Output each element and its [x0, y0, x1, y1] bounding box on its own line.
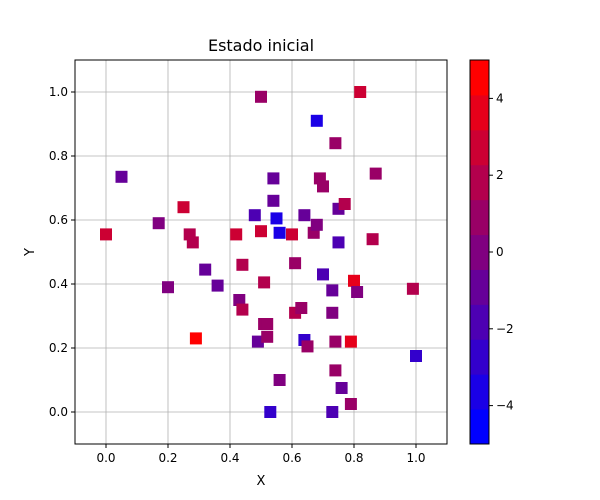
scatter-point [310, 218, 323, 231]
scatter-point [366, 233, 379, 246]
scatter-point [326, 306, 339, 319]
y-axis-ticks: 0.0 0.2 0.4 0.6 0.8 1.0 [49, 85, 75, 419]
scatter-point [230, 228, 243, 241]
colorbar-segment [470, 269, 489, 305]
scatter-point [199, 263, 212, 276]
colorbar-segment [470, 374, 489, 410]
scatter-point [354, 86, 367, 98]
scatter-point [344, 335, 357, 348]
scatter-point [295, 302, 308, 314]
scatter-point [261, 330, 274, 343]
scatter-point [258, 276, 271, 289]
scatter-point [326, 406, 339, 418]
scatter-point [273, 374, 286, 386]
colorbar-ticks: −4 −2 0 2 4 [489, 91, 514, 413]
scatter-point [236, 258, 249, 271]
scatter-point [317, 180, 329, 193]
x-axis-label: X [257, 474, 266, 489]
x-tick-label: 0.0 [96, 451, 115, 465]
scatter-point [351, 286, 364, 298]
x-tick-label: 1.0 [406, 451, 425, 465]
scatter-point [298, 209, 311, 222]
scatter-point [100, 228, 112, 241]
x-axis-ticks: 0.0 0.2 0.4 0.6 0.8 1.0 [96, 444, 426, 465]
scatter-point [310, 114, 323, 127]
scatter-point [286, 228, 298, 241]
scatter-point [115, 170, 128, 183]
colorbar-tick-label: −2 [496, 322, 514, 336]
colorbar-tick-label: 2 [496, 168, 504, 182]
y-tick-label: 0.2 [49, 341, 68, 355]
scatter-point [301, 340, 314, 353]
colorbar-tick-label: −4 [496, 399, 514, 413]
colorbar-segment [470, 304, 489, 340]
scatter-point [251, 335, 264, 348]
scatter-points [100, 86, 422, 418]
colorbar-segment [470, 409, 489, 445]
scatter-point [335, 382, 348, 394]
scatter-point [326, 284, 339, 297]
scatter-point [236, 303, 249, 316]
x-tick-label: 0.6 [282, 451, 301, 465]
scatter-point [317, 268, 329, 281]
colorbar-segment [470, 234, 489, 270]
scatter-point [267, 194, 280, 207]
scatter-point [369, 167, 382, 180]
scatter-point [233, 294, 246, 306]
colorbar-tick-label: 4 [496, 91, 504, 105]
scatter-point [410, 350, 422, 362]
scatter-point [261, 318, 274, 330]
y-tick-label: 0.6 [49, 213, 68, 227]
scatter-point [186, 236, 199, 249]
scatter-point [329, 364, 342, 377]
y-tick-label: 0.8 [49, 149, 68, 163]
scatter-point [348, 274, 360, 287]
x-tick-label: 0.4 [220, 451, 239, 465]
colorbar-segment [470, 94, 489, 131]
scatter-point [338, 198, 351, 210]
scatter-point [267, 172, 280, 185]
scatter-point [211, 279, 224, 292]
colorbar-segment [470, 60, 489, 96]
scatter-point [406, 282, 419, 295]
y-tick-label: 0.4 [49, 277, 68, 291]
scatter-point [177, 201, 190, 214]
y-tick-label: 0.0 [49, 405, 68, 419]
colorbar-segment [470, 164, 489, 201]
x-tick-label: 0.8 [344, 451, 363, 465]
scatter-point [264, 406, 277, 418]
y-tick-label: 1.0 [49, 85, 68, 99]
scatter-point [248, 209, 261, 222]
scatter-point [344, 398, 357, 410]
colorbar-segment [470, 129, 489, 166]
scatter-point [273, 226, 286, 239]
scatter-point [152, 217, 165, 230]
plot-frame [74, 59, 448, 445]
scatter-point [162, 281, 174, 294]
x-tick-label: 0.2 [158, 451, 177, 465]
chart-title: Estado inicial [208, 36, 314, 55]
colorbar-tick-label: 0 [496, 245, 504, 259]
scatter-point [189, 332, 202, 345]
scatter-point [289, 257, 302, 270]
scatter-point [255, 90, 267, 103]
colorbar [470, 60, 489, 445]
scatter-point [255, 225, 267, 238]
colorbar-segment [470, 199, 489, 236]
scatter-point [270, 212, 283, 225]
colorbar-segment [470, 339, 489, 375]
scatter-point [329, 335, 342, 348]
scatter-point [329, 137, 342, 150]
y-axis-label: Y [23, 248, 38, 257]
scatter-point [332, 236, 345, 249]
